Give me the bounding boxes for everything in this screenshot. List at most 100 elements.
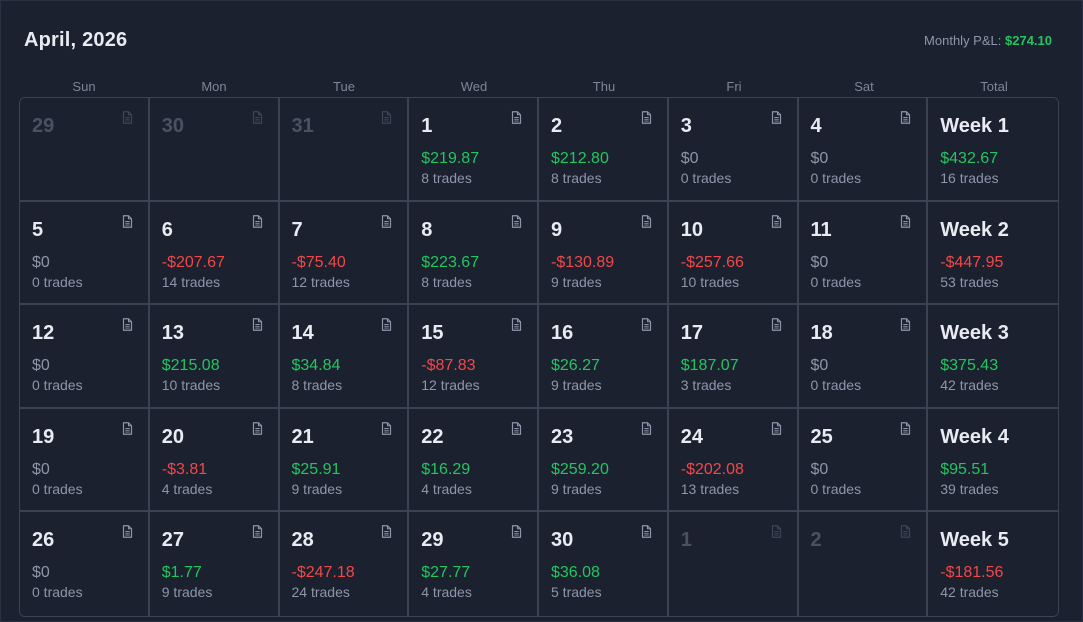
week-label: Week 5 [940,529,1009,552]
day-cell[interactable]: 18 $0 0 trades [798,305,929,409]
day-trade-count: 3 trades [680,377,732,394]
note-icon[interactable] [900,421,911,435]
week-total-cell[interactable]: Week 4 $95.51 39 trades [928,408,1058,513]
note-icon[interactable] [122,214,133,228]
note-icon[interactable] [771,421,782,435]
day-pnl: $1.77 [161,564,202,582]
day-cell[interactable]: 30 $36.08 5 trades [539,512,669,616]
day-pnl: $0 [32,357,50,375]
day-cell[interactable]: 16 $26.27 9 trades [539,305,669,409]
day-trade-count: 5 trades [551,584,602,601]
day-cell[interactable]: 14 $34.84 8 trades [279,305,410,409]
note-icon[interactable] [511,214,522,228]
note-icon[interactable] [381,318,392,332]
day-cell[interactable]: 8 $223.67 8 trades [409,201,539,306]
day-cell[interactable]: 28 -$247.18 24 trades [279,512,410,616]
note-icon[interactable] [641,318,652,332]
weekday-header-row: Sun Mon Tue Wed Thu Fri Sat Total [19,79,1059,95]
note-icon[interactable] [900,111,911,124]
week-total-cell[interactable]: Week 2 -$447.95 53 trades [928,201,1058,306]
day-cell[interactable]: 22 $16.29 4 trades [409,408,539,513]
note-icon[interactable] [122,111,133,124]
day-cell[interactable]: 1 $219.87 8 trades [409,98,539,202]
day-cell[interactable]: 29 $27.77 4 trades [409,512,539,616]
note-icon[interactable] [381,214,392,228]
note-icon[interactable] [511,111,522,124]
day-trade-count: 8 trades [421,273,472,290]
day-cell[interactable]: 21 $25.91 9 trades [279,408,410,513]
day-pnl: $187.07 [680,357,739,375]
day-number: 30 [551,529,574,552]
day-cell[interactable]: 2 $212.80 8 trades [539,98,669,202]
day-cell[interactable]: 27 $1.77 9 trades [149,512,280,616]
day-cell[interactable]: 26 $0 0 trades [20,512,150,616]
note-icon[interactable] [381,111,392,124]
week-pnl: $432.67 [940,150,999,167]
day-cell[interactable]: 10 -$257.66 10 trades [668,201,799,306]
day-trade-count: 8 trades [291,377,343,394]
note-icon[interactable] [900,318,911,332]
day-cell[interactable]: 29 [20,98,150,202]
note-icon[interactable] [252,421,263,435]
week-total-cell[interactable]: Week 1 $432.67 16 trades [928,98,1058,202]
day-pnl: -$75.40 [291,253,346,271]
note-icon[interactable] [252,111,263,124]
day-cell[interactable]: 23 $259.20 9 trades [539,408,669,513]
day-cell[interactable]: 24 -$202.08 13 trades [668,408,799,513]
day-trade-count: 4 trades [161,480,213,497]
note-icon[interactable] [771,214,782,228]
day-pnl: $0 [32,253,50,271]
day-cell[interactable]: 19 $0 0 trades [20,408,150,513]
day-trade-count: 0 trades [32,377,83,394]
day-cell[interactable]: 5 $0 0 trades [20,201,150,306]
day-pnl: $0 [810,253,829,271]
note-icon[interactable] [641,111,652,124]
day-cell[interactable]: 2 [798,512,929,616]
monthly-pnl-value: $274.10 [1005,32,1052,48]
week-total-cell[interactable]: Week 5 -$181.56 42 trades [928,512,1058,616]
day-cell[interactable]: 9 -$130.89 9 trades [539,201,669,306]
note-icon[interactable] [771,111,782,124]
note-icon[interactable] [252,525,263,539]
day-cell[interactable]: 7 -$75.40 12 trades [279,201,410,306]
day-number: 12 [32,322,55,345]
day-cell[interactable]: 12 $0 0 trades [20,305,150,409]
note-icon[interactable] [641,214,652,228]
day-cell[interactable]: 11 $0 0 trades [798,201,929,306]
week-label: Week 2 [940,218,1009,241]
week-label: Week 1 [940,115,1009,137]
note-icon[interactable] [122,525,133,539]
note-icon[interactable] [122,421,133,435]
day-number: 29 [421,529,444,552]
day-cell[interactable]: 17 $187.07 3 trades [668,305,799,409]
day-cell[interactable]: 25 $0 0 trades [798,408,929,513]
day-cell[interactable]: 6 -$207.67 14 trades [149,201,280,306]
note-icon[interactable] [381,525,392,539]
week-total-cell[interactable]: Week 3 $375.43 42 trades [928,305,1058,409]
day-cell[interactable]: 31 [279,98,410,202]
day-cell[interactable]: 4 $0 0 trades [798,98,929,202]
week-label: Week 3 [940,322,1009,345]
note-icon[interactable] [641,525,652,539]
day-trade-count: 4 trades [421,584,472,601]
note-icon[interactable] [900,525,911,539]
note-icon[interactable] [900,214,911,228]
note-icon[interactable] [511,525,522,539]
note-icon[interactable] [771,525,782,539]
day-trade-count: 0 trades [32,273,83,290]
day-cell[interactable]: 1 [668,512,799,616]
note-icon[interactable] [511,421,522,435]
day-cell[interactable]: 15 -$87.83 12 trades [409,305,539,409]
note-icon[interactable] [381,421,392,435]
note-icon[interactable] [122,318,133,332]
note-icon[interactable] [771,318,782,332]
note-icon[interactable] [511,318,522,332]
note-icon[interactable] [252,214,263,228]
note-icon[interactable] [252,318,263,332]
day-cell[interactable]: 30 [149,98,280,202]
day-cell[interactable]: 13 $215.08 10 trades [149,305,280,409]
day-cell[interactable]: 3 $0 0 trades [668,98,799,202]
weekday-label: Total [980,79,1008,94]
note-icon[interactable] [641,421,652,435]
day-cell[interactable]: 20 -$3.81 4 trades [149,408,280,513]
